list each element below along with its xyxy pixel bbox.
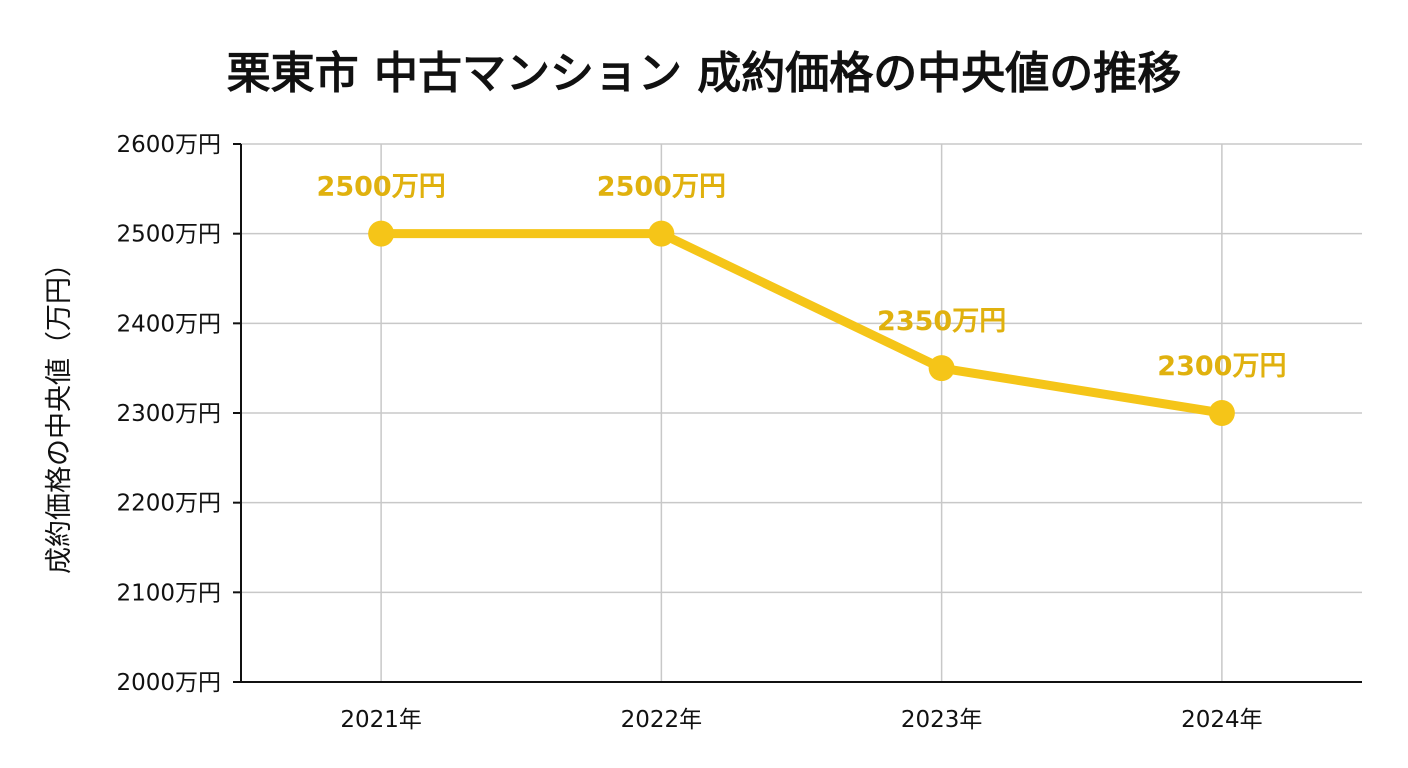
y-tick-label: 2300万円: [116, 401, 221, 427]
y-tick-label: 2600万円: [116, 132, 221, 158]
y-tick-label: 2500万円: [116, 222, 221, 248]
data-point: [648, 220, 675, 247]
y-tick-label: 2400万円: [116, 311, 221, 337]
y-tick-labels: 2000万円 2100万円 2200万円 2300万円 2400万円 2500万円 2600…: [116, 132, 221, 696]
y-tick-label: 2000万円: [116, 670, 221, 696]
data-label: 2500万円: [317, 172, 446, 203]
y-tick-label: 2100万円: [116, 580, 221, 606]
data-point: [1208, 400, 1235, 426]
y-axis-label: 成約価格の中央値（万円）: [44, 250, 75, 574]
data-label: 2300万円: [1157, 351, 1286, 382]
axes: [233, 143, 1362, 683]
x-tick-label: 2024年: [1181, 707, 1263, 733]
x-tick-label: 2023年: [901, 707, 983, 733]
series-line: [376, 229, 1227, 418]
x-tick-label: 2021年: [340, 707, 422, 733]
series-group: 2500万円 2500万円 2350万円 2300万円: [317, 172, 1286, 426]
data-point: [928, 355, 955, 382]
data-label: 2500万円: [597, 172, 726, 203]
x-tick-label: 2022年: [621, 707, 703, 733]
y-tick-label: 2200万円: [116, 491, 221, 517]
chart-title: 栗東市 中古マンション 成約価格の中央値の推移: [227, 48, 1182, 99]
data-point: [368, 220, 395, 247]
data-label: 2350万円: [877, 306, 1006, 337]
x-tick-labels: 2021年 2022年 2023年 2024年: [340, 707, 1262, 733]
